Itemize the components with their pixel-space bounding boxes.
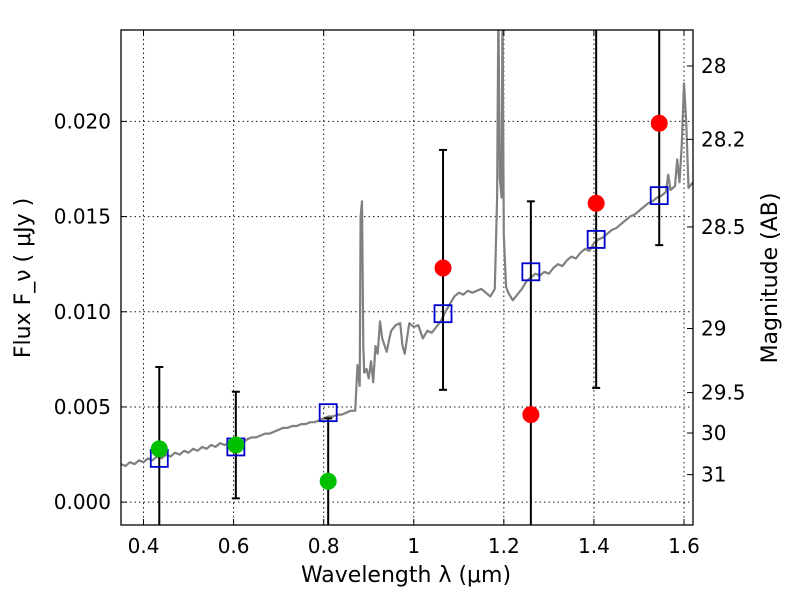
y-tick-label-2: 0.010 [54, 300, 111, 324]
x-tick-label-4: 1.2 [488, 534, 520, 558]
axes [120, 29, 694, 526]
y-tick-label-3: 0.015 [54, 205, 111, 229]
model-photometry-square-4 [521, 262, 541, 282]
magnitude-axis-ticks: 28 28.2 28.5 29 29.5 30 31 [687, 54, 746, 487]
error-bar-2 [324, 417, 333, 525]
x-tick-label-3: 1 [407, 534, 420, 558]
magnitude-tick-label-2: 28.5 [701, 215, 746, 239]
x-tick-label-2: 0.8 [308, 534, 340, 558]
y-axis-ticks: 0.000 0.005 0.010 0.015 0.020 [54, 109, 127, 514]
x-axis-ticks: 0.4 0.6 0.8 1 1.2 1.4 1.6 [128, 30, 700, 558]
model-photometry-square-2 [318, 403, 338, 423]
upper_limit-point-0 [150, 440, 168, 458]
magnitude-tick-label-0: 28 [701, 54, 726, 78]
x-tick-label-0: 0.4 [128, 534, 160, 558]
observed-point-1 [522, 406, 540, 424]
magnitude-axis-label: Magnitude (AB) [758, 193, 783, 364]
upper_limit-point-1 [227, 436, 245, 454]
observed-point-2 [587, 194, 605, 212]
magnitude-tick-label-1: 28.2 [701, 127, 746, 151]
model-spectrum-line [121, 30, 693, 468]
plot-area [121, 30, 693, 525]
y-tick-label-0: 0.000 [54, 490, 111, 514]
error-bar-6 [655, 30, 664, 247]
x-axis-label: Wavelength λ (μm) [301, 563, 511, 588]
plot-frame [120, 29, 694, 526]
error-bar-4 [526, 200, 535, 525]
model-photometry-square-6 [649, 186, 669, 206]
magnitude-tick-label-4: 29.5 [701, 381, 746, 405]
upper_limit-point-2 [319, 472, 337, 490]
y-tick-label-4: 0.020 [54, 109, 111, 133]
model-photometry-square-5 [586, 230, 606, 249]
y-tick-label-1: 0.005 [54, 395, 111, 419]
observed-point-0 [434, 259, 452, 277]
magnitude-tick-label-6: 31 [701, 463, 726, 487]
x-tick-label-1: 0.6 [218, 534, 250, 558]
model-photometry-square-3 [433, 304, 453, 324]
observed-point-3 [650, 114, 668, 132]
y-axis-label: Flux F_ν ( μJy ) [11, 198, 36, 358]
x-tick-label-5: 1.4 [578, 534, 610, 558]
x-tick-label-6: 1.6 [668, 534, 700, 558]
grid [121, 30, 693, 525]
magnitude-tick-label-5: 30 [701, 421, 726, 445]
magnitude-tick-label-3: 29 [701, 317, 726, 341]
